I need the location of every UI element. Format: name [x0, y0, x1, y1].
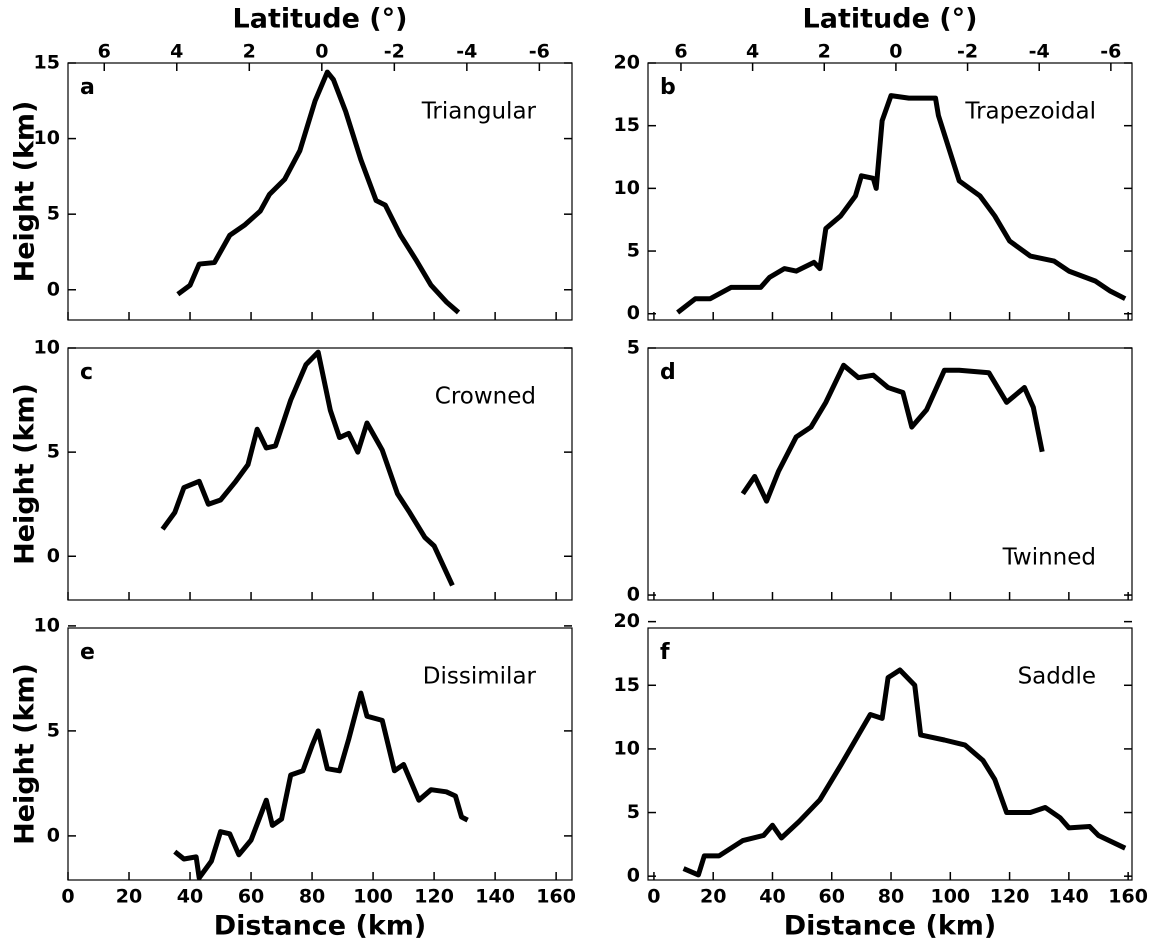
y-tick-label: 5: [627, 240, 640, 262]
x-tick-label: 80: [299, 886, 325, 908]
x2-tick-label: -6: [529, 41, 550, 63]
x-tick-label: 100: [353, 886, 393, 908]
x-tick-label: 0: [647, 886, 660, 908]
y-axis-title: Height (km): [10, 663, 41, 845]
plot-frame: [67, 62, 573, 321]
x-tick-label: 140: [1049, 886, 1089, 908]
x2-axis-title: Latitude (°): [233, 4, 408, 35]
x-tick-label: 80: [878, 886, 904, 908]
x2-tick-label: 0: [315, 41, 328, 63]
x-tick-label: 140: [475, 886, 515, 908]
x2-tick-label: 4: [170, 41, 183, 63]
plot-frame: [647, 627, 1133, 881]
plot-frame: [67, 347, 573, 601]
y-tick-label: 0: [627, 584, 640, 606]
x-tick-label: 160: [1108, 886, 1148, 908]
y-tick-label: 5: [47, 441, 60, 463]
x-tick-label: 20: [700, 886, 726, 908]
profile-line: [676, 93, 1127, 315]
panel-letter: c: [80, 360, 93, 385]
y-tick-label: 10: [34, 127, 60, 149]
x2-tick-label: -4: [456, 41, 477, 63]
y-tick-label: 0: [47, 824, 60, 846]
y-tick-label: 0: [47, 278, 60, 300]
panel-letter: d: [660, 360, 676, 385]
y-axis-title: Height (km): [10, 101, 41, 283]
y-tick-label: 0: [47, 545, 60, 567]
y-tick-label: 10: [614, 177, 640, 199]
plot-frame: [647, 347, 1133, 601]
x-axis-title: Distance (km): [214, 911, 427, 942]
x-tick-label: 60: [238, 886, 264, 908]
profile-line: [176, 69, 461, 315]
x2-tick-label: 2: [818, 41, 831, 63]
profile-line: [173, 690, 469, 881]
y-tick-label: 15: [34, 52, 60, 74]
y-tick-label: 5: [47, 203, 60, 225]
panel-annotation: Trapezoidal: [964, 99, 1096, 125]
y-tick-label: 5: [627, 337, 640, 359]
panel-annotation: Triangular: [421, 99, 537, 125]
x-tick-label: 20: [116, 886, 142, 908]
panel-letter: a: [80, 75, 95, 100]
x2-tick-label: 6: [98, 41, 111, 63]
profile-line: [160, 349, 455, 587]
profile-line: [740, 362, 1045, 504]
x2-tick-label: -2: [957, 41, 978, 63]
y-tick-label: 0: [627, 865, 640, 887]
x-tick-label: 40: [759, 886, 785, 908]
y-tick-label: 15: [614, 674, 640, 696]
x-tick-label: 120: [414, 886, 454, 908]
y-tick-label: 10: [34, 614, 60, 636]
panel-annotation: Saddle: [1018, 664, 1096, 690]
x2-tick-label: -6: [1100, 41, 1121, 63]
y-tick-label: 5: [627, 801, 640, 823]
x-axis-title: Distance (km): [784, 911, 997, 942]
y-axis-title: Height (km): [10, 383, 41, 565]
panel-letter: b: [660, 75, 676, 100]
y-tick-label: 10: [34, 337, 60, 359]
y-tick-label: 10: [614, 737, 640, 759]
panel-letter: f: [660, 640, 670, 665]
x-tick-label: 160: [536, 886, 576, 908]
x-tick-label: 60: [819, 886, 845, 908]
x2-tick-label: -4: [1029, 41, 1050, 63]
x2-tick-label: 4: [746, 41, 759, 63]
plot-frame: [647, 62, 1133, 321]
y-tick-label: 20: [614, 52, 640, 74]
x2-tick-label: 2: [243, 41, 256, 63]
panel-annotation: Twinned: [1002, 545, 1096, 571]
x-tick-label: 120: [990, 886, 1030, 908]
x-tick-label: 40: [177, 886, 203, 908]
x2-axis-title: Latitude (°): [803, 4, 978, 35]
panel-annotation: Dissimilar: [423, 664, 537, 690]
x2-tick-label: -2: [384, 41, 405, 63]
panel-letter: e: [80, 640, 95, 665]
x-tick-label: 100: [930, 886, 970, 908]
panel-annotation: Crowned: [435, 384, 536, 410]
y-tick-label: 5: [47, 719, 60, 741]
x-tick-label: 0: [61, 886, 74, 908]
x2-tick-label: 6: [674, 41, 687, 63]
plot-frame: [67, 627, 573, 881]
y-tick-label: 20: [614, 610, 640, 632]
y-tick-label: 0: [627, 302, 640, 324]
x2-tick-label: 0: [889, 41, 902, 63]
profile-line: [682, 667, 1127, 878]
y-tick-label: 15: [614, 114, 640, 136]
